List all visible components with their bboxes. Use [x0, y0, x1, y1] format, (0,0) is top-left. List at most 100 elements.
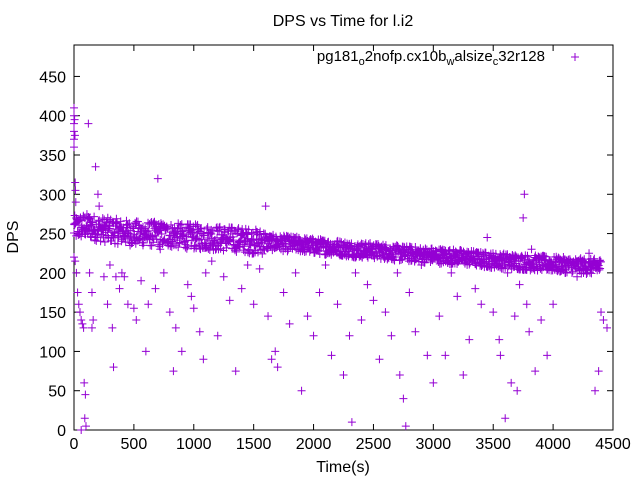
- legend: pg181o2nofp.cx10bwalsizec32r128: [317, 48, 579, 68]
- data-point: [501, 414, 510, 423]
- data-point: [152, 235, 161, 244]
- data-point: [215, 227, 224, 236]
- data-point: [213, 331, 222, 340]
- x-tick-label: 2500: [356, 436, 392, 453]
- x-axis-title: Time(s): [316, 459, 370, 476]
- x-tick-label: 1000: [176, 436, 212, 453]
- data-point: [108, 323, 117, 332]
- data-point: [234, 224, 243, 233]
- x-tick-label: 4000: [535, 436, 571, 453]
- data-point: [95, 220, 104, 229]
- data-point: [225, 296, 234, 305]
- data-point: [596, 256, 605, 265]
- data-point: [149, 218, 158, 227]
- data-point: [453, 292, 462, 301]
- data-point: [471, 284, 480, 293]
- data-point: [527, 245, 536, 254]
- data-point: [168, 237, 177, 246]
- data-point: [70, 103, 78, 112]
- data-point: [183, 242, 192, 251]
- data-point: [171, 323, 180, 332]
- data-point: [271, 347, 280, 356]
- data-point: [333, 300, 342, 309]
- data-point: [339, 371, 348, 379]
- data-point: [100, 237, 109, 246]
- data-point: [81, 390, 90, 399]
- data-point: [445, 246, 454, 255]
- data-point: [568, 269, 577, 278]
- data-point: [338, 251, 347, 260]
- legend-marker-plus: [571, 53, 579, 61]
- data-point: [405, 288, 414, 297]
- data-point: [507, 378, 516, 387]
- data-point: [99, 272, 108, 281]
- data-point: [80, 378, 89, 387]
- y-tick-label: 0: [57, 423, 66, 440]
- data-point: [510, 312, 519, 321]
- data-point: [187, 292, 196, 301]
- data-point: [315, 288, 324, 297]
- data-point: [239, 246, 248, 255]
- data-point: [327, 351, 336, 360]
- data-point: [91, 233, 100, 242]
- data-point: [78, 319, 87, 328]
- data-point: [417, 261, 426, 269]
- data-point: [175, 239, 184, 248]
- data-point: [551, 260, 560, 269]
- data-point: [123, 220, 132, 229]
- x-tick-label: 0: [70, 436, 79, 453]
- data-point: [85, 268, 94, 277]
- y-tick-label: 250: [39, 227, 66, 244]
- data-point: [139, 238, 148, 247]
- data-point: [573, 272, 582, 281]
- x-tick-label: 3000: [416, 436, 452, 453]
- y-tick-label: 200: [39, 266, 66, 283]
- data-point: [204, 244, 213, 253]
- legend-label-subscript: w: [445, 56, 454, 68]
- data-point: [162, 222, 171, 231]
- data-point: [165, 308, 174, 317]
- data-point: [441, 351, 450, 360]
- data-point: [309, 331, 318, 340]
- data-point: [70, 131, 79, 140]
- data-point: [513, 386, 522, 395]
- data-point: [321, 261, 330, 269]
- data-point: [92, 230, 101, 239]
- legend-label-subscript: o: [359, 56, 365, 68]
- data-point: [543, 351, 552, 360]
- y-tick-label: 400: [39, 109, 66, 126]
- data-point: [557, 266, 566, 275]
- data-point: [70, 135, 78, 144]
- data-point: [381, 241, 390, 250]
- data-point: [151, 284, 160, 293]
- data-point: [244, 225, 253, 234]
- data-point: [138, 222, 147, 231]
- data-point: [77, 426, 86, 434]
- data-point: [201, 268, 210, 277]
- data-point: [597, 308, 606, 317]
- data-point: [400, 243, 409, 252]
- data-point: [73, 288, 82, 297]
- chart-title: DPS vs Time for l.i2: [273, 13, 414, 30]
- data-point: [93, 190, 102, 199]
- data-point: [87, 323, 96, 332]
- data-point: [84, 119, 93, 128]
- data-point: [137, 276, 146, 285]
- plot-frame: [73, 44, 614, 431]
- data-point: [231, 367, 240, 376]
- y-axis-title: DPS: [5, 221, 22, 254]
- data-point: [267, 355, 276, 364]
- data-point: [447, 260, 456, 269]
- data-point: [176, 221, 185, 230]
- data-point: [177, 347, 186, 356]
- legend-label-part: 2nofp.cx10b: [365, 48, 447, 65]
- data-point: [231, 244, 240, 253]
- data-point: [154, 240, 163, 249]
- data-point: [549, 300, 558, 309]
- data-point: [190, 228, 199, 237]
- data-point: [369, 296, 378, 305]
- data-point: [585, 249, 594, 258]
- data-point: [387, 331, 396, 340]
- data-point: [95, 202, 104, 211]
